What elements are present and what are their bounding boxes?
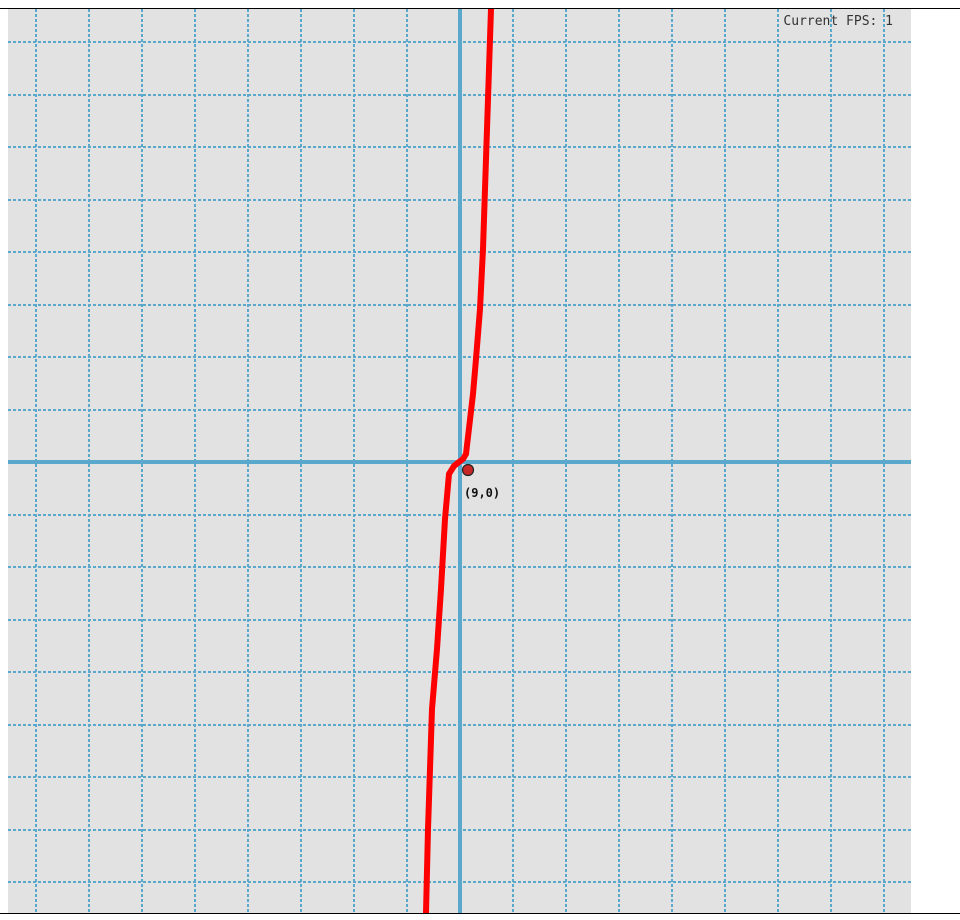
function-curve <box>423 9 494 913</box>
point-marker[interactable] <box>461 463 475 477</box>
fps-value: 1 <box>885 14 893 29</box>
fps-label: Current FPS: <box>783 14 878 29</box>
bottom-divider <box>0 913 960 914</box>
fps-counter: Current FPS: 1 <box>783 14 893 29</box>
graph-canvas[interactable]: Current FPS: 1 (9,0) <box>8 9 911 913</box>
top-divider <box>0 8 960 9</box>
point-coordinate-label: (9,0) <box>464 486 501 500</box>
graph-plot <box>8 9 911 913</box>
